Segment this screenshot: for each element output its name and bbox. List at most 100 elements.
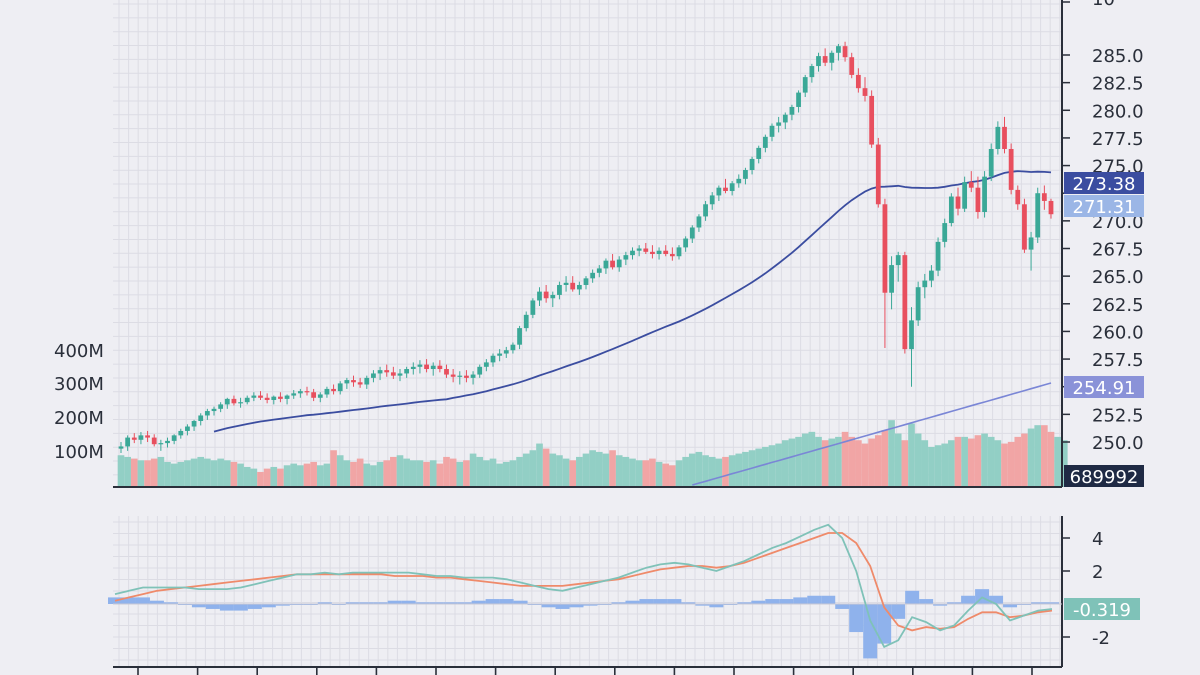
candle-body: [437, 365, 443, 370]
volume-bar: [1060, 440, 1068, 487]
candle-body: [138, 435, 144, 440]
candle-body: [968, 182, 974, 188]
candle-body: [603, 260, 609, 269]
volume-bar: [669, 465, 676, 487]
volume-bar: [463, 460, 470, 487]
volume-bar: [808, 431, 816, 487]
candle-body: [676, 247, 682, 257]
candle: [762, 134, 768, 153]
candle: [357, 377, 363, 388]
candle-body: [915, 287, 921, 321]
volume-bar: [522, 453, 530, 487]
candle: [297, 388, 303, 398]
volume-bar: [708, 456, 716, 487]
candle-body: [264, 397, 270, 400]
volume-bar: [675, 460, 683, 487]
candle-body: [151, 437, 157, 445]
candle: [483, 359, 489, 372]
candle-body: [895, 255, 901, 266]
volume-bar: [150, 458, 158, 487]
candle: [849, 52, 855, 79]
candle-body: [829, 52, 835, 63]
candle-body: [557, 284, 562, 295]
candle: [204, 408, 210, 420]
candle: [862, 77, 868, 102]
volume-tick-label: 200M: [54, 408, 104, 429]
candle-body: [357, 382, 363, 385]
macd-histogram-bar: [583, 604, 598, 606]
volume-bar: [821, 440, 829, 487]
candle-body: [630, 250, 635, 256]
candle: [882, 198, 888, 349]
candle: [736, 174, 742, 188]
volume-bar: [330, 450, 337, 487]
candle-body: [258, 395, 263, 398]
candle-body: [955, 196, 961, 209]
volume-bar: [184, 460, 191, 487]
price-badge-label: 271.31: [1073, 197, 1136, 218]
volume-bar: [350, 461, 357, 487]
candle: [809, 63, 815, 83]
candle: [696, 214, 702, 232]
candle: [643, 242, 649, 255]
candle: [557, 281, 562, 300]
macd-histogram-bar: [415, 602, 430, 604]
candle: [590, 269, 596, 283]
volume-bar: [788, 438, 796, 487]
candle: [178, 428, 184, 439]
candle: [317, 392, 323, 403]
candle: [1008, 143, 1014, 195]
candle-body: [802, 77, 808, 93]
volume-bar: [695, 451, 703, 487]
candle-body: [1008, 148, 1014, 190]
candle: [331, 384, 336, 395]
candle: [125, 435, 131, 451]
candle-body: [583, 278, 589, 285]
candle: [995, 121, 1001, 155]
volume-bar: [655, 461, 663, 487]
candle-body: [390, 372, 396, 376]
candle: [397, 369, 403, 382]
candle: [988, 143, 994, 182]
candle-body: [450, 374, 456, 377]
candle: [138, 432, 144, 445]
candle: [145, 430, 150, 442]
volume-bar: [688, 453, 696, 487]
candle: [165, 437, 170, 448]
candle: [822, 48, 828, 67]
candle-body: [377, 370, 383, 374]
candle-body: [842, 46, 848, 58]
macd-histogram-bar: [709, 604, 724, 608]
macd-histogram-bar: [387, 600, 402, 604]
volume-bar: [981, 433, 988, 487]
candle-body: [596, 268, 602, 273]
candle-body: [191, 420, 197, 427]
volume-bar: [1014, 436, 1022, 487]
volume-bar: [117, 455, 125, 487]
volume-bar: [370, 465, 377, 487]
candle: [942, 218, 948, 248]
candle: [185, 424, 190, 436]
candle: [1041, 185, 1047, 210]
volume-bar: [722, 456, 729, 487]
volume-bar: [762, 446, 769, 487]
candle: [404, 366, 410, 378]
candle: [1048, 198, 1054, 219]
candle-body: [125, 437, 131, 447]
macd-histogram-bar: [149, 600, 164, 604]
macd-histogram-bar: [135, 597, 150, 604]
candle: [264, 393, 270, 404]
candle-body: [882, 204, 888, 293]
candle: [729, 181, 735, 196]
candle-body: [171, 435, 177, 441]
candle: [218, 402, 224, 413]
candle: [796, 90, 801, 113]
candle-body: [178, 430, 184, 436]
volume-bar: [257, 471, 264, 487]
candle-body: [523, 314, 529, 329]
candle: [869, 90, 875, 148]
candle: [968, 171, 974, 193]
candle: [776, 116, 782, 133]
candle-body: [397, 373, 403, 376]
candle-body: [297, 391, 303, 394]
